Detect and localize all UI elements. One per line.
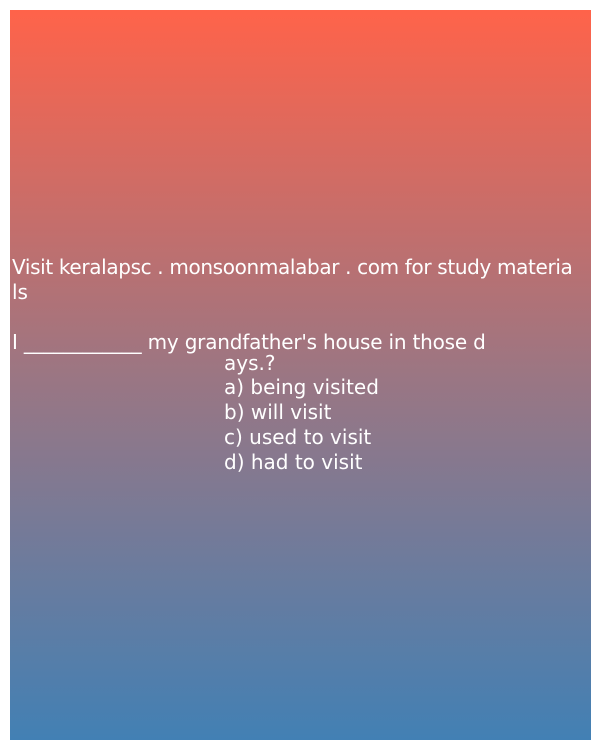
option-a: a) being visited bbox=[224, 375, 379, 399]
option-c: c) used to visit bbox=[224, 425, 372, 449]
promo-text-line1: Visit keralapsc . monsoonmalabar . com f… bbox=[12, 255, 573, 279]
option-d: d) had to visit bbox=[224, 450, 363, 474]
question-text-line1: I ____________ my grandfather's house in… bbox=[12, 330, 486, 354]
question-text-line2: ays.? bbox=[224, 351, 276, 375]
question-card: Visit keralapsc . monsoonmalabar . com f… bbox=[10, 10, 591, 740]
option-b: b) will visit bbox=[224, 400, 332, 424]
promo-text-line2: ls bbox=[12, 280, 28, 304]
